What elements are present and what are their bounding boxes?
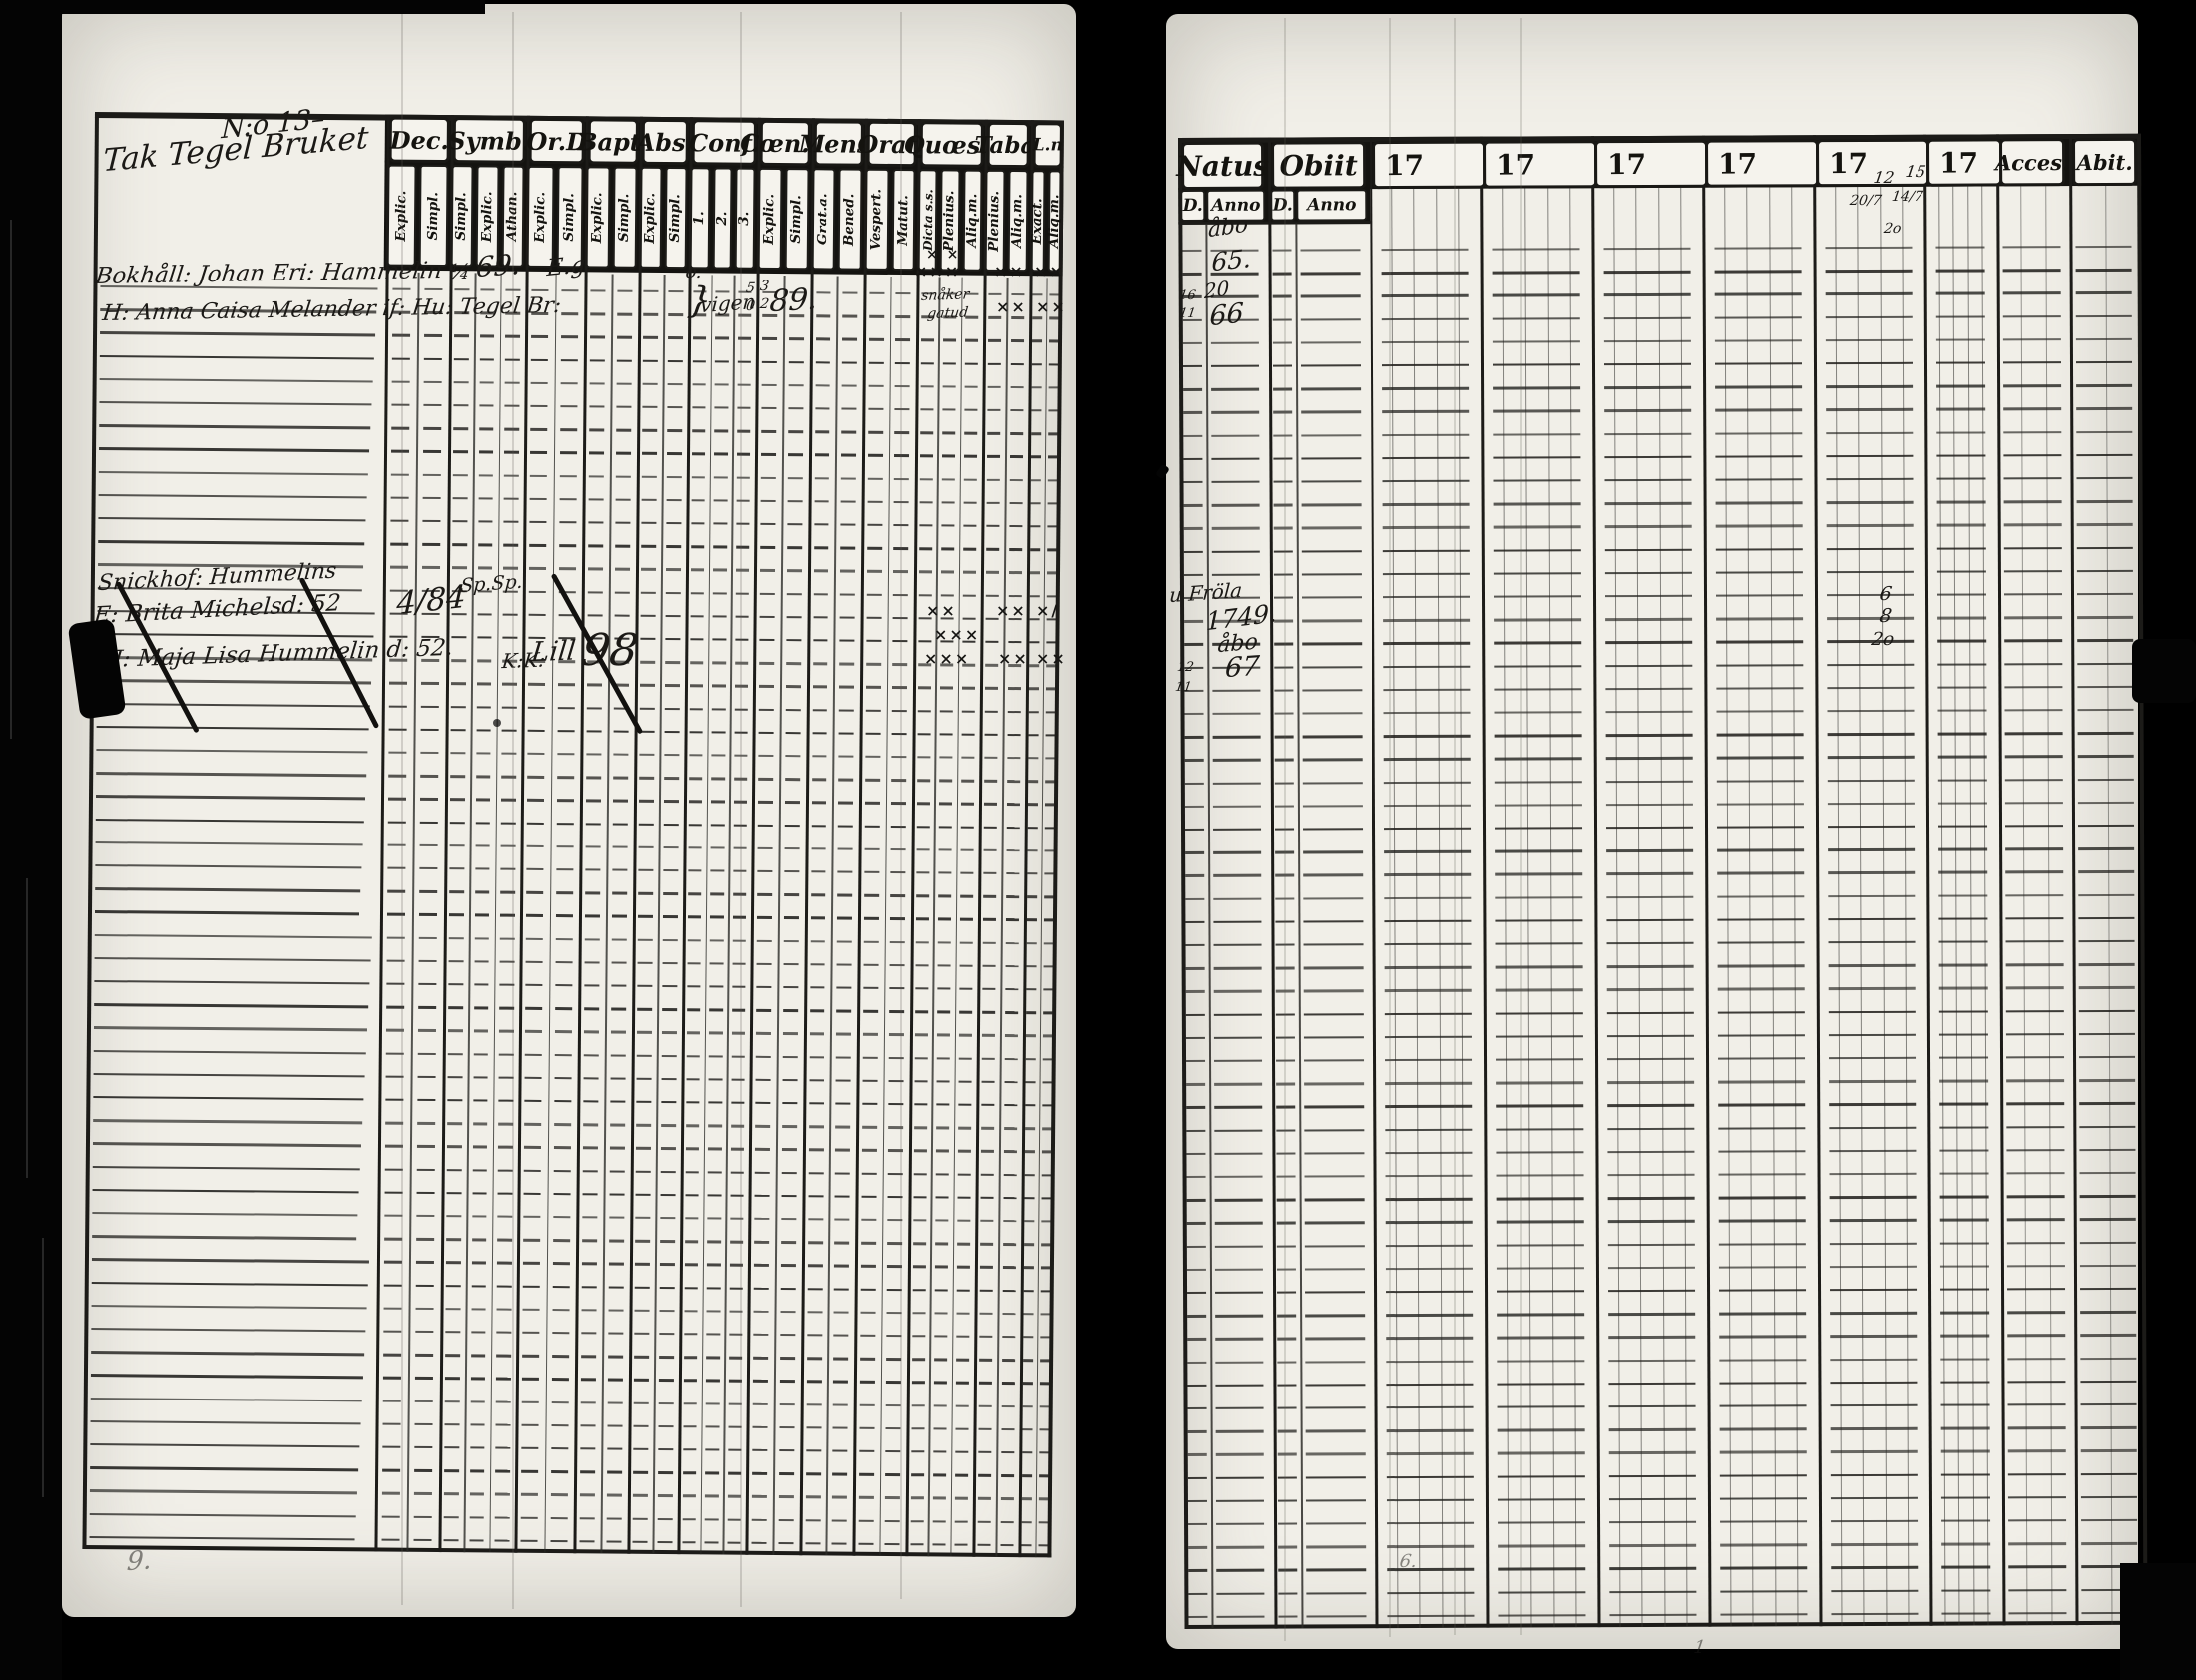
- ink-spot: [493, 719, 501, 727]
- handwriting: 16: [1178, 288, 1197, 303]
- handwriting: 8: [1878, 605, 1894, 627]
- film-edge-strip: [0, 0, 62, 1680]
- handwriting: 4/84: [395, 578, 467, 623]
- bleed-line: [1454, 18, 1456, 1635]
- bleed-line: [740, 12, 742, 1607]
- right-edge-tab: [2132, 639, 2196, 703]
- handwriting: E.g.: [546, 251, 593, 282]
- handwriting: ××: [996, 297, 1027, 316]
- handwriting: 89.: [768, 281, 819, 320]
- handwriting: ××: [998, 649, 1029, 668]
- handwriting: H: Anna Caisa Melander if: Hu: Tegel Br:: [101, 292, 563, 327]
- bleed-line: [1389, 18, 1391, 1637]
- handwriting: ¼: [447, 260, 472, 283]
- handwriting: 5: [744, 280, 757, 296]
- handwriting: 66: [1208, 297, 1245, 333]
- handwriting: Sp.Sp.: [459, 570, 524, 598]
- handwriting: 12: [1176, 660, 1195, 675]
- handwriting: ×××: [924, 649, 971, 668]
- handwriting: 11: [1174, 680, 1193, 695]
- film-scratch: [10, 220, 12, 739]
- handwriting: 14/7: [1890, 189, 1924, 205]
- handwriting: 9.: [126, 1545, 153, 1578]
- handwriting: snåker: [920, 286, 971, 305]
- handwriting: Bokhåll: Johan Eri: Hammelin: [94, 257, 444, 290]
- handwriting: 1749.: [1205, 598, 1278, 637]
- film-scratch: [42, 1238, 44, 1497]
- handwriting: ××: [1036, 297, 1067, 316]
- right-page-paper: [1166, 14, 2138, 1649]
- handwriting: ××: [996, 601, 1027, 620]
- handwriting: 20: [1204, 276, 1230, 304]
- handwriting: 2o: [1882, 221, 1903, 237]
- handwriting: 11: [1178, 306, 1197, 321]
- handwriting: 3: [758, 279, 771, 294]
- handwriting: ×/: [1036, 601, 1060, 620]
- handwriting: 0: [744, 298, 757, 314]
- handwriting: ××: [1036, 649, 1067, 668]
- handwriting: 69.: [474, 247, 522, 284]
- handwriting: ××: [1034, 262, 1065, 280]
- handwriting: 15: [1904, 162, 1927, 181]
- bleed-line: [1520, 18, 1522, 1635]
- handwriting: 6: [1878, 583, 1894, 605]
- handwriting: 2o: [1870, 629, 1896, 650]
- bleed-line: [900, 12, 902, 1599]
- handwriting: 20/7: [1848, 193, 1883, 209]
- handwriting: Lill: [529, 635, 578, 669]
- handwriting: gatud: [926, 304, 970, 323]
- handwriting: ××: [994, 262, 1025, 280]
- handwriting: Tak Tegel Bruket: [102, 119, 370, 180]
- handwriting: × ×: [926, 247, 961, 263]
- handwriting: ××: [926, 601, 957, 620]
- handwriting: u Fröla: [1168, 577, 1244, 608]
- handwriting: åbo: [1208, 212, 1249, 244]
- handwriting: ×××: [914, 262, 961, 280]
- handwriting: o.: [684, 262, 704, 282]
- handwriting: ×××: [934, 625, 981, 644]
- top-edge-bar: [56, 0, 485, 14]
- film-scratch: [26, 878, 28, 1178]
- handwriting: 6.: [1398, 1551, 1419, 1572]
- handwriting: 65.: [1211, 243, 1252, 278]
- handwriting: 1: [1692, 1637, 1707, 1658]
- handwriting: 12: [1872, 168, 1896, 187]
- handwriting: 67: [1223, 650, 1261, 685]
- bleed-line: [512, 12, 514, 1609]
- bottom-right-blob: [2120, 1563, 2196, 1680]
- bleed-line: [401, 12, 403, 1605]
- bleed-line: [1284, 18, 1286, 1641]
